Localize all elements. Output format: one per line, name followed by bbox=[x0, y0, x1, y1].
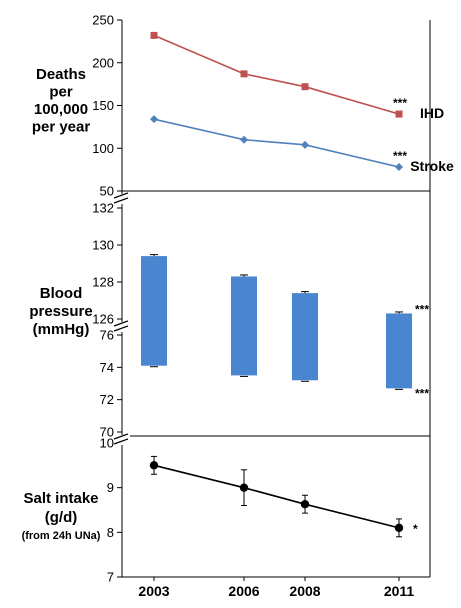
axis-break-mark bbox=[113, 325, 129, 332]
mortality-ylabel: Deaths bbox=[36, 66, 86, 83]
axis-break-mark bbox=[113, 433, 129, 440]
mortality-ylabel: per bbox=[49, 84, 73, 101]
series-line-stroke bbox=[153, 118, 400, 168]
salt-ytick-label: 8 bbox=[107, 525, 114, 540]
bp-lower-ytick-label: 76 bbox=[100, 328, 114, 343]
bp-ylabel: (mmHg) bbox=[33, 321, 90, 338]
xtick-label: 2008 bbox=[289, 583, 320, 599]
significance-marker: *** bbox=[393, 149, 407, 163]
axis-break-gap bbox=[114, 322, 130, 332]
salt-ylabel: Salt intake bbox=[23, 490, 98, 507]
bp-bar bbox=[292, 293, 318, 381]
salt-data-point bbox=[239, 483, 249, 492]
bp-lower-ytick-label: 70 bbox=[100, 425, 114, 440]
data-point-ihd bbox=[301, 83, 309, 91]
axis-break-mark bbox=[113, 192, 129, 199]
mortality-ytick-label: 150 bbox=[92, 98, 114, 113]
mortality-ylabel: 100,000 bbox=[34, 101, 88, 118]
bp-lower-ytick-label: 72 bbox=[100, 392, 114, 407]
mortality-ylabel: per year bbox=[32, 119, 91, 136]
mortality-ytick-label: 250 bbox=[92, 13, 114, 28]
xtick-label: 2006 bbox=[228, 583, 259, 599]
mortality-ytick-label: 100 bbox=[92, 141, 114, 156]
bp-upper-ytick-label: 128 bbox=[92, 275, 114, 290]
axis-break-mark bbox=[113, 320, 129, 327]
xtick-label: 2003 bbox=[138, 583, 169, 599]
significance-marker: *** bbox=[393, 96, 407, 110]
series-label-stroke: Stroke bbox=[410, 158, 454, 174]
axis-break-mark bbox=[113, 197, 129, 204]
bp-upper-ytick-label: 126 bbox=[92, 312, 114, 327]
data-point-stroke bbox=[395, 163, 403, 172]
salt-data-point bbox=[300, 499, 310, 509]
bp-bar bbox=[386, 313, 412, 389]
mortality-ytick-label: 50 bbox=[100, 184, 114, 199]
axis-break-mark bbox=[113, 438, 129, 445]
salt-data-point bbox=[149, 461, 159, 470]
data-point-stroke bbox=[301, 140, 309, 149]
salt-data-point bbox=[394, 523, 404, 533]
bp-ylabel: pressure bbox=[29, 303, 92, 320]
series-line-ihd bbox=[153, 34, 400, 115]
bp-bar bbox=[141, 256, 167, 366]
data-point-stroke bbox=[240, 135, 248, 144]
data-point-stroke bbox=[150, 115, 158, 124]
data-point-ihd bbox=[150, 31, 158, 39]
data-point-ihd bbox=[240, 70, 248, 78]
bp-ylabel: Blood bbox=[40, 285, 83, 302]
salt-ylabel-note: (from 24h UNa) bbox=[22, 530, 101, 542]
salt-ylabel: (g/d) bbox=[45, 509, 77, 526]
bp-upper-ytick-label: 132 bbox=[92, 201, 114, 216]
chart-frame bbox=[113, 20, 431, 578]
bp-upper-ytick-label: 130 bbox=[92, 238, 114, 253]
series-label-ihd: IHD bbox=[420, 105, 444, 121]
salt-ytick-label: 9 bbox=[107, 480, 114, 495]
significance-marker: * bbox=[413, 522, 418, 536]
salt-series-line bbox=[153, 464, 400, 529]
bp-bar bbox=[231, 276, 257, 376]
significance-marker-diastolic: *** bbox=[415, 386, 429, 400]
salt-ytick-label: 7 bbox=[107, 570, 114, 585]
salt-intake-panel: 7 8 9 10 Salt intake (g/d) (from 24h UNa) * 2003… bbox=[22, 436, 418, 600]
xtick-label: 2011 bbox=[384, 583, 415, 599]
salt-ytick-label: 10 bbox=[100, 436, 114, 451]
axis-break-gap bbox=[114, 435, 130, 445]
bp-lower-ytick-label: 74 bbox=[100, 360, 114, 375]
data-point-ihd bbox=[395, 110, 403, 118]
mortality-ytick-label: 200 bbox=[92, 55, 114, 70]
significance-marker-systolic: *** bbox=[415, 302, 429, 316]
axis-break-gap bbox=[114, 194, 130, 204]
